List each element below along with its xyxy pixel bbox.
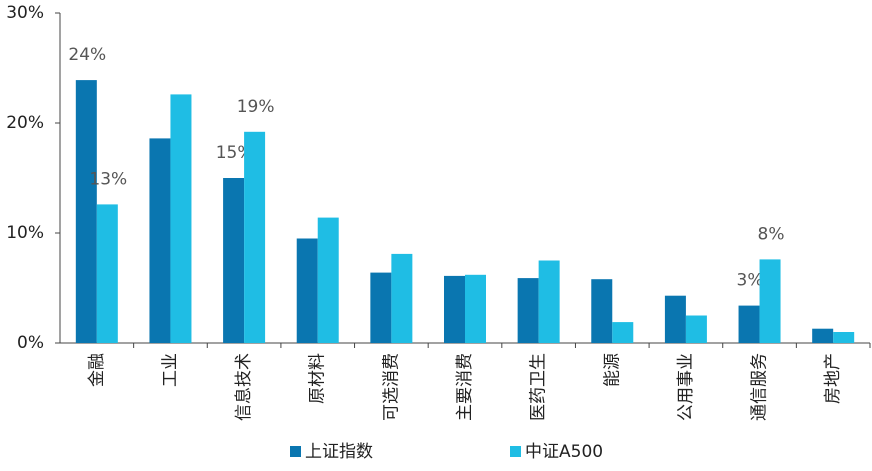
- value-label: 15%: [216, 143, 254, 163]
- bar: [759, 259, 781, 343]
- value-label: 8%: [758, 224, 785, 244]
- bar: [391, 253, 413, 343]
- value-label: 24%: [68, 45, 106, 65]
- x-tick-label: 能源: [602, 353, 622, 387]
- bar: [370, 272, 392, 343]
- x-tick-label: 通信服务: [750, 353, 770, 421]
- bar: [685, 315, 707, 343]
- y-tick-label: 10%: [6, 223, 44, 243]
- legend-swatch: [290, 446, 301, 457]
- value-label: 13%: [89, 169, 127, 189]
- bar: [738, 305, 760, 343]
- bar: [833, 332, 855, 343]
- bar: [149, 138, 171, 343]
- legend-swatch: [510, 446, 521, 457]
- legend-label: 中证A500: [525, 442, 603, 462]
- bar: [96, 204, 118, 343]
- x-tick-label: 金融: [87, 353, 107, 387]
- bar: [612, 322, 634, 343]
- bar: [444, 275, 465, 343]
- value-label: 19%: [237, 97, 275, 117]
- x-tick-label: 工业: [160, 353, 180, 387]
- bar: [465, 274, 486, 343]
- bar: [591, 279, 613, 343]
- x-tick-label: 可选消费: [381, 353, 401, 421]
- value-label: 3%: [737, 271, 764, 291]
- x-tick-label: 公用事业: [676, 353, 696, 421]
- bar: [296, 238, 318, 343]
- bar: [170, 94, 192, 344]
- y-tick-label: 20%: [6, 113, 44, 133]
- bar: [223, 178, 245, 343]
- bar: [538, 260, 560, 343]
- bar: [812, 328, 834, 343]
- x-tick-label: 信息技术: [234, 353, 254, 421]
- legend-label: 上证指数: [305, 442, 373, 462]
- bar: [664, 295, 686, 343]
- bar: [317, 217, 339, 343]
- bar: [75, 80, 97, 343]
- x-tick-label: 房地产: [823, 353, 843, 404]
- x-tick-label: 医药卫生: [529, 353, 549, 421]
- bar: [517, 278, 539, 343]
- y-tick-label: 30%: [6, 3, 44, 23]
- x-tick-label: 主要消费: [455, 353, 475, 421]
- x-tick-label: 原材料: [308, 353, 328, 404]
- y-tick-label: 0%: [17, 333, 44, 353]
- bar: [244, 131, 266, 343]
